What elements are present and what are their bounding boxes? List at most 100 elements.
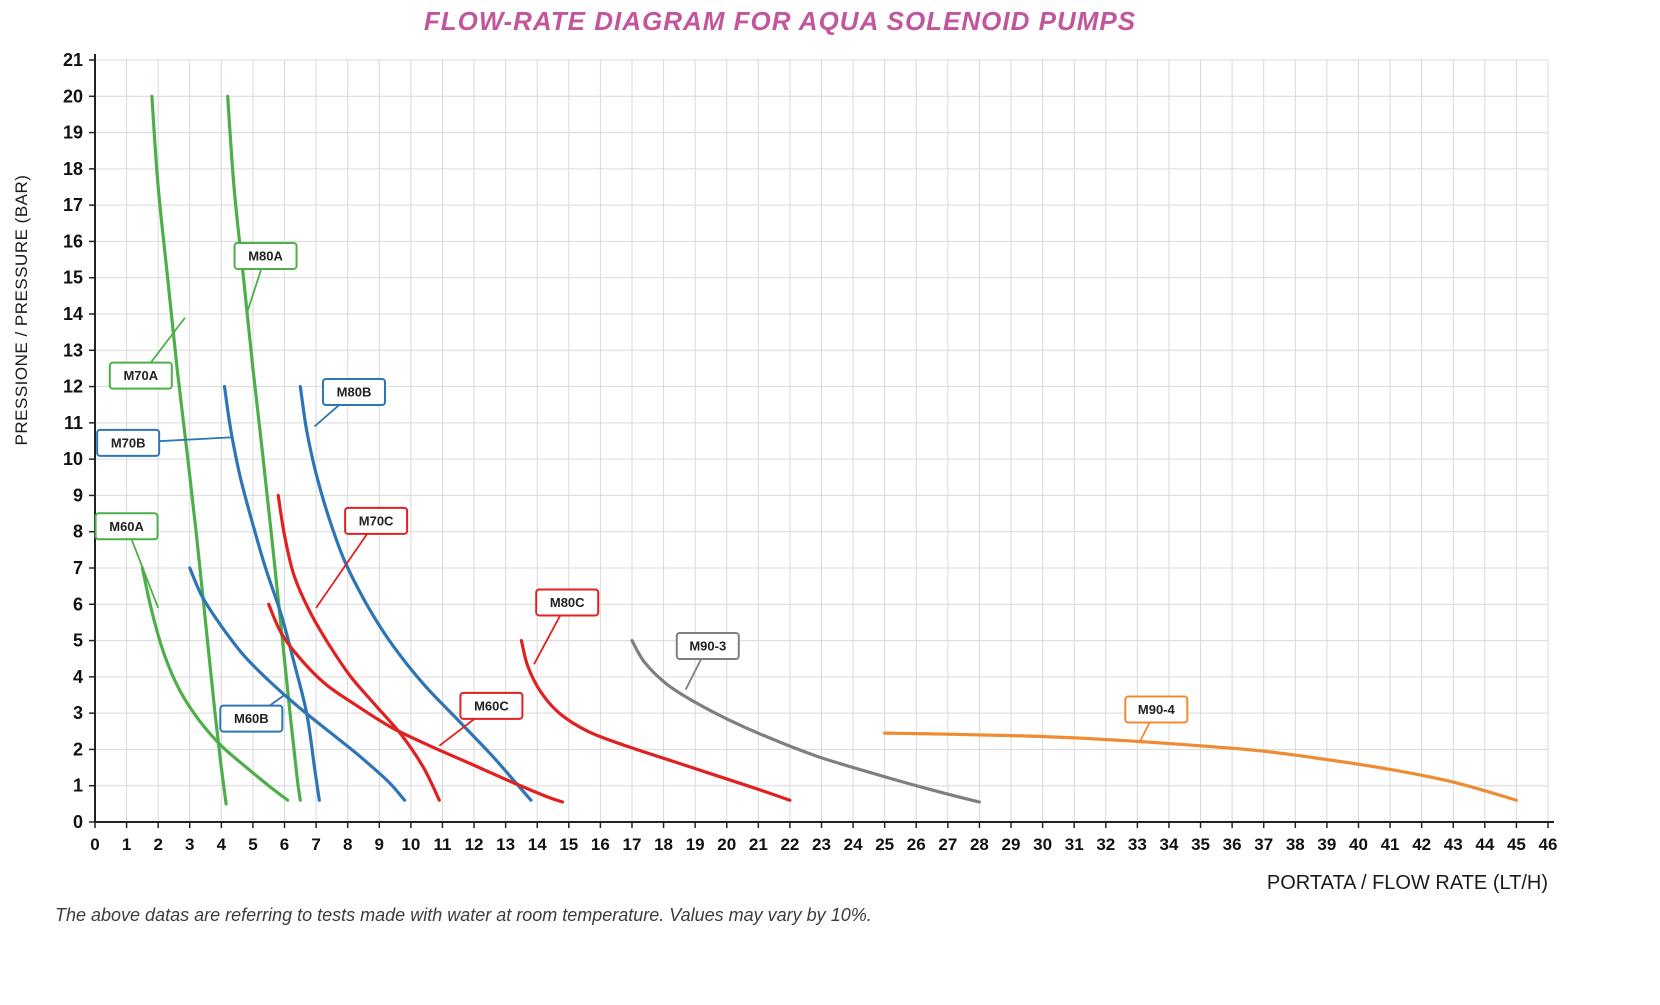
x-tick-label: 28 xyxy=(970,835,989,854)
x-tick-label: 36 xyxy=(1223,835,1242,854)
x-tick-label: 39 xyxy=(1317,835,1336,854)
y-tick-label: 11 xyxy=(64,413,83,433)
x-tick-label: 8 xyxy=(343,835,352,854)
y-tick-label: 7 xyxy=(73,558,83,578)
y-tick-label: 3 xyxy=(73,703,83,723)
x-tick-label: 5 xyxy=(248,835,257,854)
callout-label-M70C: M70C xyxy=(359,513,394,528)
curve-M90-3 xyxy=(630,639,981,804)
y-tick-label: 2 xyxy=(73,739,83,759)
x-tick-label: 35 xyxy=(1191,835,1210,854)
callout-box-M90-4 xyxy=(1124,695,1189,724)
callout-label-M60C: M60C xyxy=(474,698,509,713)
x-tick-label: 18 xyxy=(654,835,673,854)
x-tick-label: 30 xyxy=(1033,835,1052,854)
y-tick-label: 6 xyxy=(73,594,83,614)
x-tick-label: 31 xyxy=(1065,835,1084,854)
x-tick-label: 43 xyxy=(1444,835,1463,854)
x-tick-label: 33 xyxy=(1128,835,1147,854)
curve-M90-4 xyxy=(883,731,1518,802)
x-tick-label: 40 xyxy=(1349,835,1368,854)
y-tick-label: 0 xyxy=(73,812,83,832)
callout-label-M80C: M80C xyxy=(550,595,585,610)
callout-box-M60B xyxy=(219,704,284,733)
y-tick-label: 10 xyxy=(63,449,83,469)
callout-label-M80B: M80B xyxy=(337,385,372,400)
x-tick-label: 37 xyxy=(1254,835,1273,854)
callout-label-M60A: M60A xyxy=(109,519,144,534)
x-tick-label: 25 xyxy=(875,835,894,854)
x-tick-label: 20 xyxy=(717,835,736,854)
x-tick-label: 19 xyxy=(686,835,705,854)
y-tick-label: 1 xyxy=(73,776,83,796)
x-tick-label: 17 xyxy=(623,835,642,854)
callout-box-M90-3 xyxy=(675,632,740,661)
x-tick-label: 22 xyxy=(780,835,799,854)
y-tick-label: 17 xyxy=(63,195,83,215)
x-tick-label: 27 xyxy=(938,835,957,854)
x-tick-label: 3 xyxy=(185,835,194,854)
x-tick-label: 9 xyxy=(375,835,384,854)
x-tick-label: 24 xyxy=(844,835,863,854)
chart-title: FLOW-RATE DIAGRAM FOR AQUA SOLENOID PUMP… xyxy=(423,6,1137,36)
y-tick-label: 5 xyxy=(73,631,83,651)
curve-M60C xyxy=(267,602,565,804)
x-tick-label: 13 xyxy=(496,835,515,854)
x-tick-label: 11 xyxy=(433,835,451,854)
x-tick-label: 6 xyxy=(280,835,289,854)
x-tick-label: 10 xyxy=(401,835,420,854)
curve-M60A xyxy=(140,566,290,802)
callout-box-M80A xyxy=(233,241,298,270)
curve-M70B xyxy=(222,385,321,802)
curve-M80B xyxy=(298,385,533,802)
x-axis-label: PORTATA / FLOW RATE (LT/H) xyxy=(1266,872,1548,894)
x-tick-label: 12 xyxy=(465,835,484,854)
x-tick-label: 34 xyxy=(1159,835,1178,854)
callout-label-M70A: M70A xyxy=(123,368,158,383)
callout-leader-M70C xyxy=(315,520,377,609)
y-tick-label: 20 xyxy=(63,86,83,106)
callout-label-M90-4: M90-4 xyxy=(1138,702,1176,717)
y-tick-label: 13 xyxy=(63,340,83,360)
x-tick-label: 2 xyxy=(153,835,162,854)
callout-box-M80C xyxy=(535,588,600,617)
x-tick-label: 16 xyxy=(591,835,610,854)
y-tick-label: 16 xyxy=(63,231,83,251)
y-tick-label: 12 xyxy=(63,377,83,397)
y-tick-label: 9 xyxy=(73,485,83,505)
x-tick-label: 15 xyxy=(559,835,578,854)
x-tick-label: 42 xyxy=(1412,835,1431,854)
y-tick-label: 21 xyxy=(63,50,83,70)
y-tick-label: 8 xyxy=(73,522,83,542)
x-tick-label: 0 xyxy=(90,835,99,854)
callout-box-M60C xyxy=(459,691,524,720)
x-tick-label: 21 xyxy=(749,835,768,854)
callout-box-M80B xyxy=(322,378,387,407)
y-tick-label: 18 xyxy=(63,159,83,179)
curve-M60B xyxy=(188,566,407,802)
y-tick-label: 14 xyxy=(63,304,83,324)
curve-M80A xyxy=(226,94,302,802)
y-tick-label: 4 xyxy=(73,667,83,687)
callout-label-M70B: M70B xyxy=(111,435,146,450)
chart-footnote: The above datas are referring to tests m… xyxy=(55,905,872,925)
callout-label-M80A: M80A xyxy=(248,248,283,263)
x-tick-label: 23 xyxy=(812,835,831,854)
x-tick-label: 26 xyxy=(907,835,926,854)
curve-M80C xyxy=(519,639,792,802)
callout-box-M70A xyxy=(108,361,173,390)
curve-M70C xyxy=(276,493,441,802)
x-tick-label: 44 xyxy=(1475,835,1494,854)
callout-box-M60A xyxy=(94,512,159,541)
callout-box-M70B xyxy=(96,428,161,457)
x-tick-label: 14 xyxy=(528,835,547,854)
x-tick-label: 32 xyxy=(1096,835,1115,854)
y-axis-label: PRESSIONE / PRESSURE (BAR) xyxy=(12,174,31,446)
x-tick-label: 46 xyxy=(1539,835,1558,854)
x-tick-label: 4 xyxy=(217,835,227,854)
y-tick-label: 15 xyxy=(63,268,83,288)
x-tick-label: 38 xyxy=(1286,835,1305,854)
curve-M70A xyxy=(150,94,228,806)
